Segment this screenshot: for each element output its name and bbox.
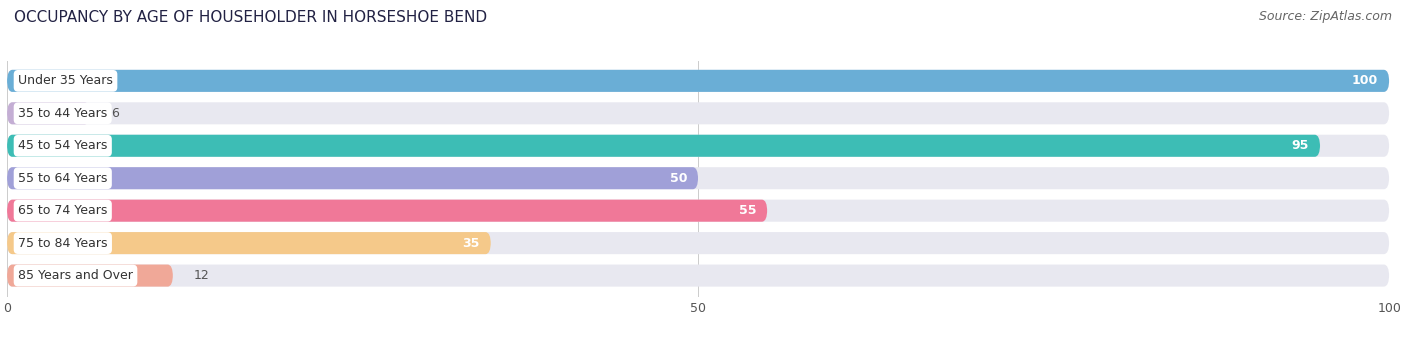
Text: 55: 55 [738, 204, 756, 217]
Text: 6: 6 [111, 107, 118, 120]
Text: 95: 95 [1292, 139, 1309, 152]
Text: OCCUPANCY BY AGE OF HOUSEHOLDER IN HORSESHOE BEND: OCCUPANCY BY AGE OF HOUSEHOLDER IN HORSE… [14, 10, 488, 25]
Text: Source: ZipAtlas.com: Source: ZipAtlas.com [1258, 10, 1392, 23]
Text: Under 35 Years: Under 35 Years [18, 74, 112, 87]
FancyBboxPatch shape [7, 102, 1389, 124]
FancyBboxPatch shape [7, 265, 1389, 286]
Text: 35 to 44 Years: 35 to 44 Years [18, 107, 107, 120]
Text: 75 to 84 Years: 75 to 84 Years [18, 237, 108, 250]
Text: 45 to 54 Years: 45 to 54 Years [18, 139, 107, 152]
FancyBboxPatch shape [7, 102, 90, 124]
FancyBboxPatch shape [7, 70, 1389, 92]
FancyBboxPatch shape [7, 199, 1389, 222]
FancyBboxPatch shape [7, 135, 1320, 157]
FancyBboxPatch shape [7, 167, 697, 189]
FancyBboxPatch shape [7, 265, 173, 286]
Text: 85 Years and Over: 85 Years and Over [18, 269, 134, 282]
FancyBboxPatch shape [7, 232, 1389, 254]
Text: 12: 12 [194, 269, 209, 282]
FancyBboxPatch shape [7, 167, 1389, 189]
Text: 100: 100 [1351, 74, 1378, 87]
FancyBboxPatch shape [7, 199, 768, 222]
Text: 35: 35 [463, 237, 479, 250]
FancyBboxPatch shape [7, 135, 1389, 157]
Text: 65 to 74 Years: 65 to 74 Years [18, 204, 107, 217]
Text: 55 to 64 Years: 55 to 64 Years [18, 172, 107, 185]
FancyBboxPatch shape [7, 70, 1389, 92]
Text: 50: 50 [669, 172, 688, 185]
FancyBboxPatch shape [7, 232, 491, 254]
